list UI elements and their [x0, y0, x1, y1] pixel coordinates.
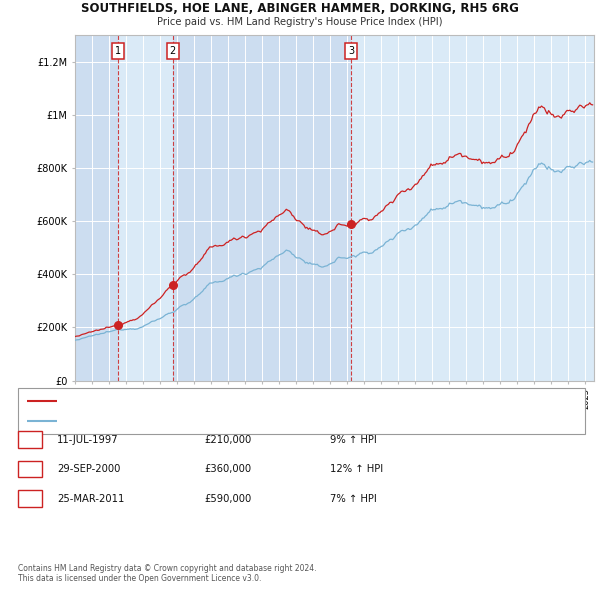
Text: 29-SEP-2000: 29-SEP-2000: [57, 464, 121, 474]
Text: 3: 3: [348, 46, 354, 56]
Text: This data is licensed under the Open Government Licence v3.0.: This data is licensed under the Open Gov…: [18, 574, 262, 583]
Bar: [75, 35, 118, 381]
Text: 2: 2: [26, 464, 34, 474]
Text: 12% ↑ HPI: 12% ↑ HPI: [330, 464, 383, 474]
Text: Price paid vs. HM Land Registry's House Price Index (HPI): Price paid vs. HM Land Registry's House …: [157, 17, 443, 27]
Text: £210,000: £210,000: [204, 435, 251, 444]
Bar: [118, 35, 173, 381]
Text: £360,000: £360,000: [204, 464, 251, 474]
Text: 1: 1: [115, 46, 121, 56]
Text: £590,000: £590,000: [204, 494, 251, 503]
Text: 25-MAR-2011: 25-MAR-2011: [57, 494, 124, 503]
Text: SOUTHFIELDS, HOE LANE, ABINGER HAMMER, DORKING, RH5 6RG (detached house): SOUTHFIELDS, HOE LANE, ABINGER HAMMER, D…: [63, 397, 419, 406]
Bar: [351, 35, 594, 381]
Text: 2: 2: [170, 46, 176, 56]
Text: 11-JUL-1997: 11-JUL-1997: [57, 435, 119, 444]
Text: HPI: Average price, detached house, Guildford: HPI: Average price, detached house, Guil…: [63, 417, 258, 425]
Text: 3: 3: [26, 494, 34, 503]
Bar: [173, 35, 351, 381]
Text: 1: 1: [26, 435, 34, 444]
Text: Contains HM Land Registry data © Crown copyright and database right 2024.: Contains HM Land Registry data © Crown c…: [18, 564, 317, 573]
Text: 7% ↑ HPI: 7% ↑ HPI: [330, 494, 377, 503]
Text: 9% ↑ HPI: 9% ↑ HPI: [330, 435, 377, 444]
Text: SOUTHFIELDS, HOE LANE, ABINGER HAMMER, DORKING, RH5 6RG: SOUTHFIELDS, HOE LANE, ABINGER HAMMER, D…: [81, 2, 519, 15]
